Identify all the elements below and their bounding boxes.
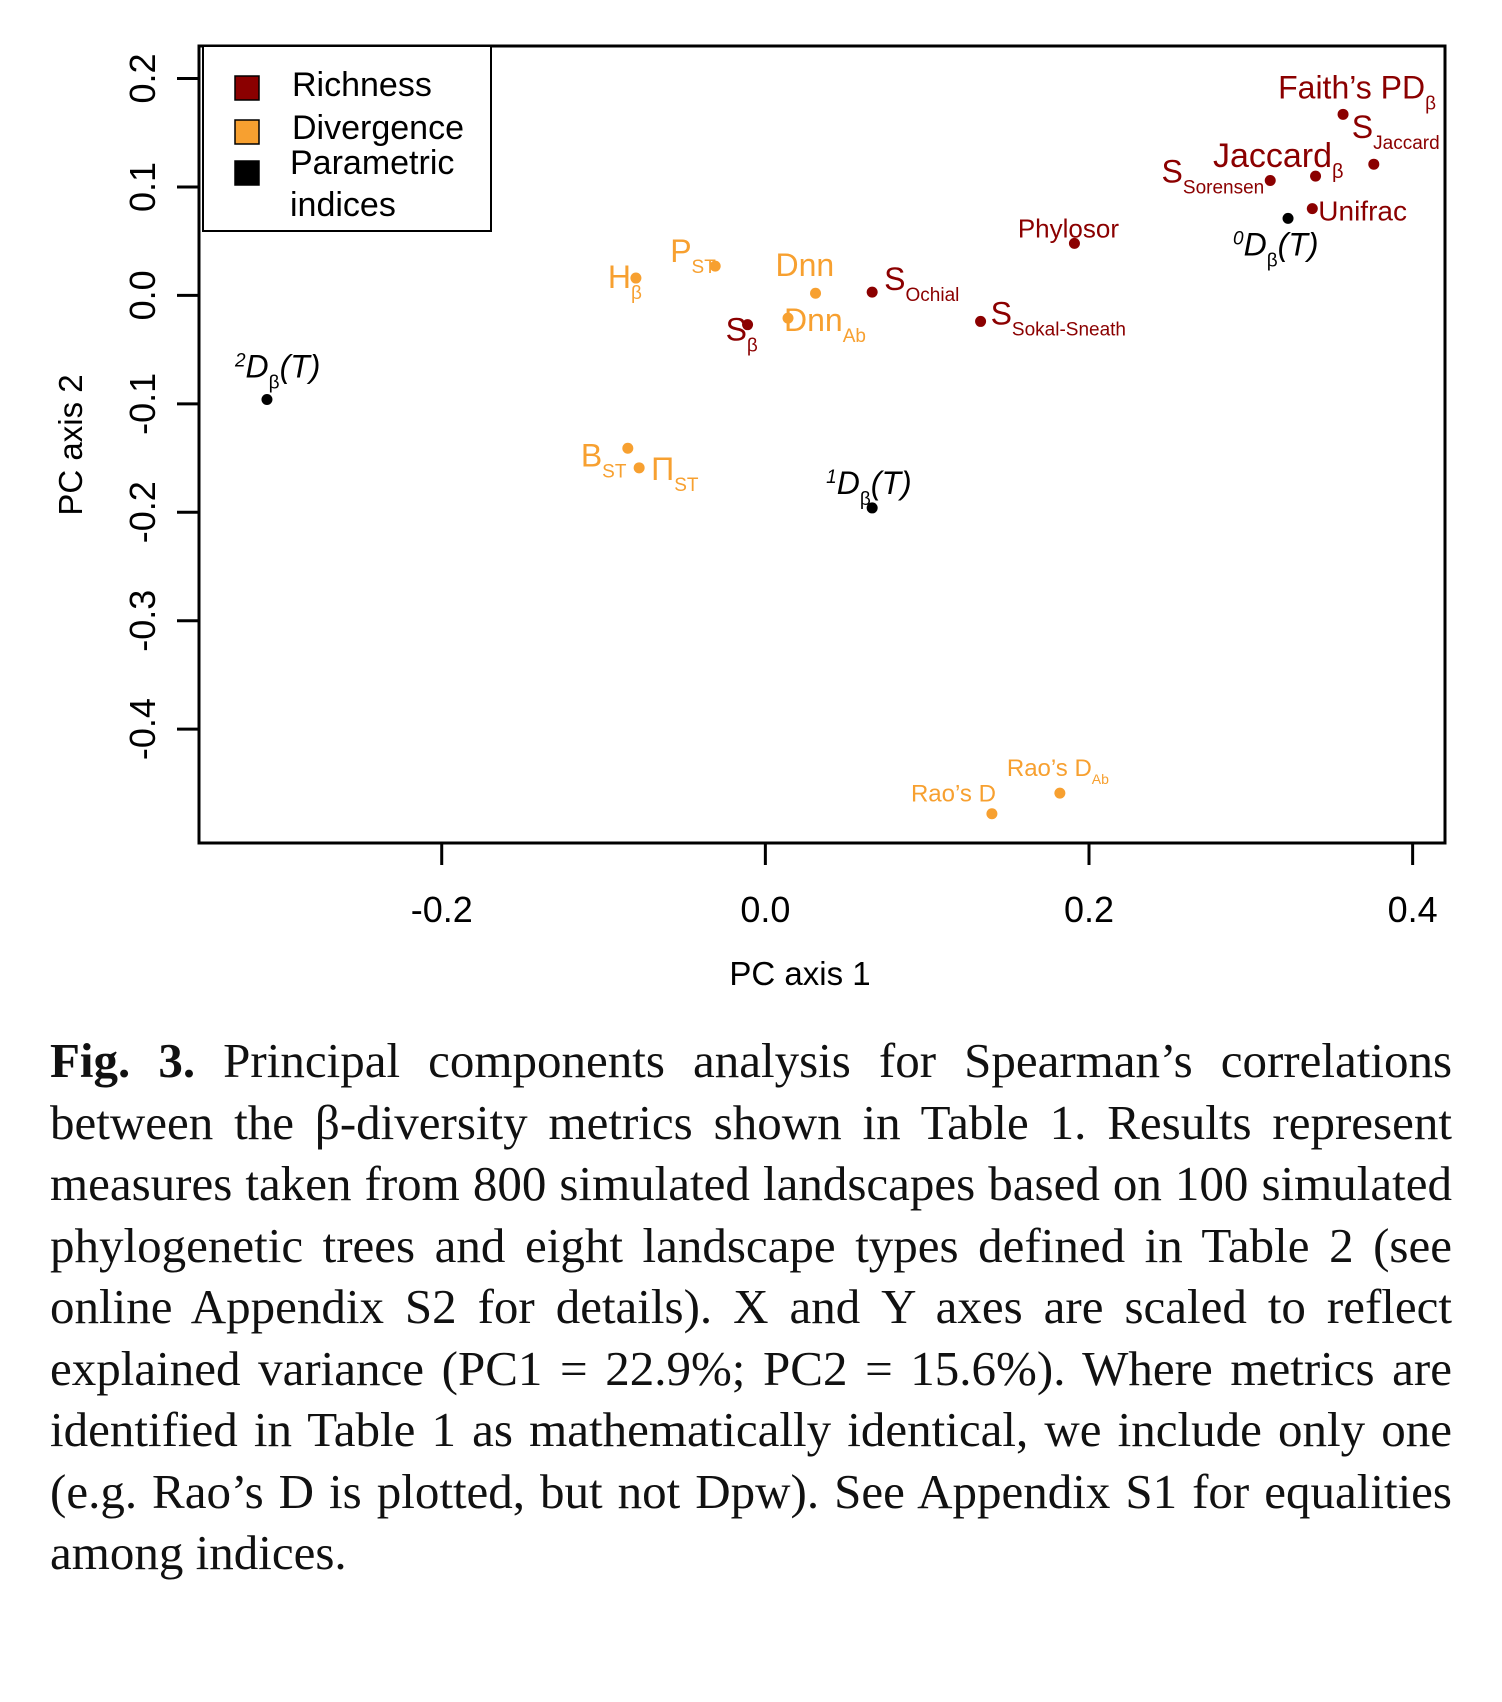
point-label-s-jaccard: SJaccard (1352, 109, 1440, 154)
point-label-phylosor: Phylosor (1018, 213, 1119, 243)
point-label-raos-d-ab: Rao’s DAb (1007, 755, 1109, 787)
y-tick-label-3: -0.1 (122, 373, 163, 435)
point-label-2d-beta-t: 2Dβ(T) (234, 348, 320, 393)
point-label-1d-beta-t: 1Dβ(T) (826, 465, 911, 510)
legend-label-richness: Richness (292, 66, 432, 104)
legend: Richness Divergence Parametric indices (202, 45, 492, 232)
pca-figure: -0.2 0.0 0.2 0.4 0.2 0.1 0.0 -0.1 -0.2 -0.3 -0.4 … (52, 44, 1447, 992)
y-tick-label-4: -0.2 (122, 481, 163, 543)
plot-frame (197, 44, 1447, 845)
x-tick-label-1: 0.0 (740, 889, 790, 930)
point-label-pi-st: ΠST (651, 451, 699, 496)
legend-swatch-richness (234, 75, 260, 101)
point-label-raos-d: Rao’s D (911, 781, 996, 808)
point-label-0d-beta-t: 0Dβ(T) (1233, 226, 1318, 271)
point-label-p-st: PST (670, 233, 716, 278)
y-axis-title: PC axis 2 (52, 374, 89, 515)
point-s-ochial (866, 286, 878, 298)
point-label-h-beta: Hβ (608, 259, 642, 304)
point-label-unifrac: Unifrac (1318, 196, 1407, 227)
point-s-beta (742, 319, 754, 331)
point-label-s-beta: Sβ (726, 312, 758, 357)
x-tick-label-0: -0.2 (411, 889, 473, 930)
point-label-faiths-pd: Faith’s PDβ (1278, 69, 1436, 114)
point-faiths-pd (1337, 108, 1349, 120)
x-tick-label-2: 0.2 (1064, 889, 1114, 930)
point-label-dnn: Dnn (776, 247, 835, 283)
point-pi-st (633, 462, 645, 474)
point-label-b-st: BST (581, 437, 627, 482)
point-2d-beta-t (261, 393, 273, 405)
y-tick-label-2: 0.0 (122, 270, 163, 320)
legend-label-parametric-box: Parametric indices (290, 144, 455, 224)
point-label-s-sorensen: SSorensen (1162, 153, 1265, 198)
x-axis-title: PC axis 1 (729, 955, 870, 992)
legend-label-divergence: Divergence (292, 109, 464, 147)
point-label-jaccard: Jaccardβ (1213, 137, 1344, 183)
point-h-beta (630, 272, 642, 284)
point-raos-d (986, 808, 998, 820)
caption-label: Fig. 3. (50, 1033, 196, 1088)
point-s-jaccard (1368, 158, 1380, 170)
x-axis: -0.2 0.0 0.2 0.4 (411, 843, 1438, 930)
point-dnn (810, 287, 822, 299)
point-label-s-sokal-sneath: SSokal-Sneath (991, 295, 1126, 340)
point-s-sorensen (1264, 174, 1276, 186)
x-tick-label-3: 0.4 (1388, 889, 1438, 930)
figure-caption: Fig. 3. Principal components analysis fo… (50, 1030, 1452, 1584)
point-1d-beta-t (866, 502, 878, 514)
legend-swatch-divergence (234, 119, 260, 145)
point-label-dnn-ab: DnnAb (784, 302, 866, 347)
point-raos-d-ab (1054, 787, 1066, 799)
pca-scatter-chart: -0.2 0.0 0.2 0.4 0.20.10.0-0.1-0.2-0.3-0.4 … (52, 44, 1447, 992)
caption-text: Principal components analysis for Spearm… (50, 1033, 1453, 1580)
point-p-st (709, 260, 721, 272)
point-dnn-ab (782, 312, 794, 324)
y-tick-label-0: 0.2 (122, 54, 163, 104)
point-0d-beta-t (1282, 212, 1294, 224)
point-jaccard (1310, 170, 1322, 182)
y-tick-label-1: 0.1 (122, 162, 163, 212)
point-phylosor (1068, 237, 1080, 249)
point-s-sokal-sneath (975, 315, 987, 327)
y-tick-label-5: -0.3 (122, 590, 163, 652)
legend-swatch-parametric-indices (234, 160, 260, 186)
legend-label-parametric-indices: Parametric indices (290, 144, 455, 224)
point-unifrac (1306, 203, 1318, 215)
y-tick-label-6: -0.4 (122, 698, 163, 760)
y-axis: 0.2 0.1 0.0 -0.1 -0.2 -0.3 -0.4 (122, 54, 199, 760)
point-label-s-ochial: SOchial (884, 261, 959, 306)
point-b-st (622, 442, 634, 454)
